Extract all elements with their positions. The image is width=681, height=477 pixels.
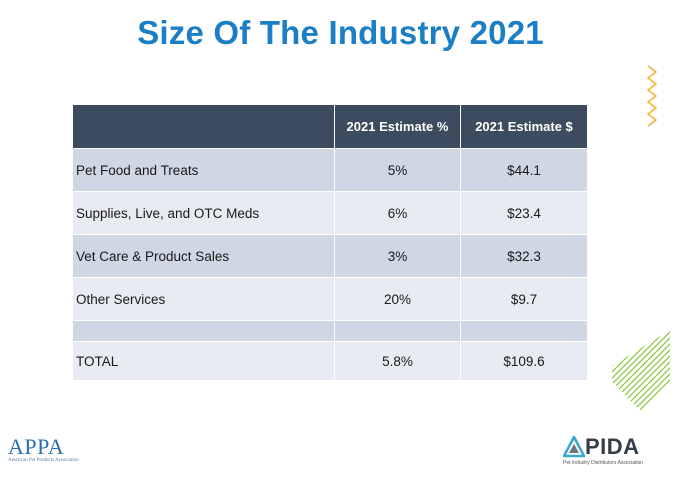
pida-logo-subtitle: Pet Industry Distributors Association [563, 460, 644, 466]
total-label: TOTAL [73, 341, 335, 380]
row-amount: $23.4 [460, 191, 587, 235]
row-label: Supplies, Live, and OTC Meds [73, 191, 335, 235]
appa-logo: APPA American Pet Products Association [8, 434, 108, 464]
table-row: Vet Care & Product Sales 3% $32.3 [73, 234, 587, 278]
header-empty [73, 105, 335, 149]
table-row: Supplies, Live, and OTC Meds 6% $23.4 [73, 191, 587, 235]
row-label: Pet Food and Treats [73, 148, 335, 192]
row-label: Other Services [73, 277, 335, 321]
row-amount: $9.7 [460, 277, 587, 321]
header-estimate-dollars: 2021 Estimate $ [460, 105, 587, 149]
industry-size-table: 2021 Estimate % 2021 Estimate $ Pet Food… [73, 105, 587, 380]
row-percent: 6% [334, 191, 461, 235]
row-amount [460, 320, 587, 342]
pida-logo-mark: PIDA [585, 434, 640, 459]
zigzag-decoration-icon [647, 65, 657, 127]
header-estimate-percent: 2021 Estimate % [334, 105, 461, 149]
total-amount: $109.6 [460, 341, 587, 380]
total-percent: 5.8% [334, 341, 461, 380]
page-title: Size Of The Industry 2021 [137, 14, 544, 51]
row-percent: 5% [334, 148, 461, 192]
table-header-row: 2021 Estimate % 2021 Estimate $ [73, 105, 587, 149]
row-percent [334, 320, 461, 342]
triangle-logo-icon [563, 436, 585, 458]
appa-logo-subtitle: American Pet Products Association [8, 458, 79, 463]
row-amount: $32.3 [460, 234, 587, 278]
diagonal-stripes-decoration-icon [612, 330, 670, 412]
table-row: Other Services 20% $9.7 [73, 277, 587, 321]
row-amount: $44.1 [460, 148, 587, 192]
table-row-total: TOTAL 5.8% $109.6 [73, 341, 587, 380]
table-row-empty [73, 320, 587, 342]
row-percent: 3% [334, 234, 461, 278]
row-label [73, 320, 335, 342]
appa-logo-mark: APPA [8, 434, 65, 459]
table-row: Pet Food and Treats 5% $44.1 [73, 148, 587, 192]
row-label: Vet Care & Product Sales [73, 234, 335, 278]
row-percent: 20% [334, 277, 461, 321]
pida-logo: PIDA Pet Industry Distributors Associati… [563, 435, 663, 466]
